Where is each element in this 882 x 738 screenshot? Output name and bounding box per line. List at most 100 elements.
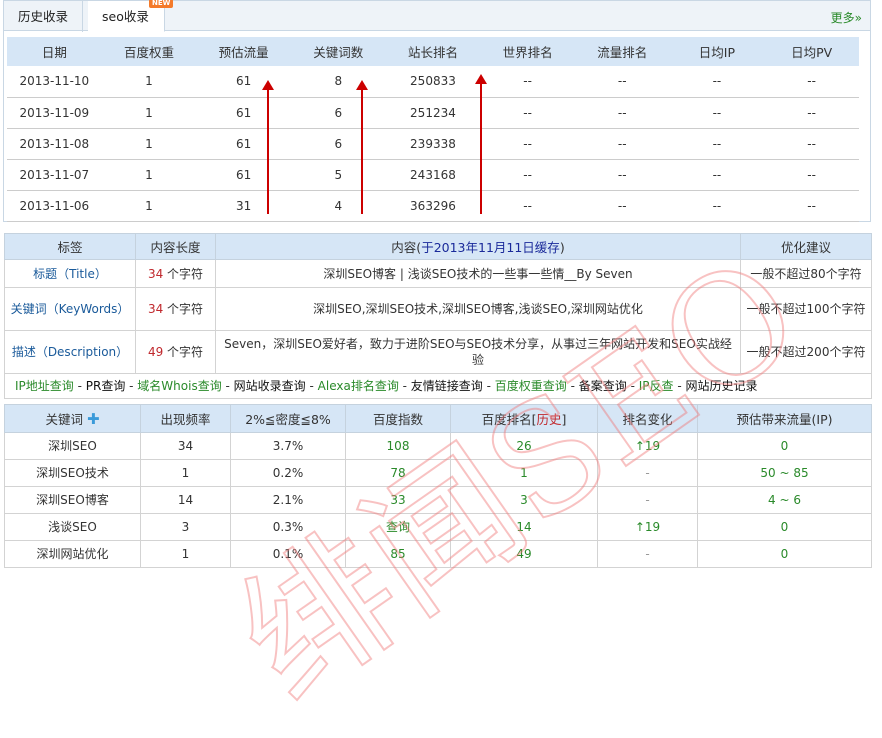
baidu-index-cell[interactable]: 查询 [345,513,451,541]
history-cell: 1 [101,190,197,222]
density-cell: 2.1% [230,486,346,514]
meta-label[interactable]: 标题（Title） [4,259,136,288]
history-cell: -- [764,97,859,129]
col-advice: 优化建议 [740,233,872,260]
tool-link[interactable]: PR查询 [85,379,126,393]
history-cell: 8 [290,66,386,98]
history-cell: 2013-11-08 [7,128,102,160]
tool-link[interactable]: 友情链接查询 [410,379,483,393]
history-cell: 61 [196,159,291,191]
meta-length: 49 个字符 [135,330,216,374]
col-content: 内容(于2013年11月11日缓存) [215,233,741,260]
paren: ) [559,240,565,255]
history-cell: -- [480,159,575,191]
history-cell: -- [574,159,670,191]
frequency-cell: 1 [140,459,231,487]
meta-content: 深圳SEO博客 | 浅谈SEO技术的一些事一些情__By Seven [215,259,741,288]
keyword-cell: 深圳网站优化 [4,540,141,568]
history-cell: 243168 [385,159,481,191]
history-cell: -- [574,190,670,222]
history-cell: 251234 [385,97,481,129]
col-label: 标签 [4,233,136,260]
history-cell: -- [574,66,670,98]
density-cell: 0.3% [230,513,346,541]
red-arrow [262,80,274,214]
history-header: 日均IP [669,37,765,66]
table-row: 2013-11-09 1 61 6 251234 -- -- -- -- [7,97,859,129]
history-cell: 1 [101,128,197,160]
tool-link[interactable]: 网站历史记录 [685,379,758,393]
rank-change-cell: ↑19 [597,432,698,460]
tool-link[interactable]: IP反查 [638,379,674,393]
history-cell: -- [669,128,765,160]
meta-length: 34 个字符 [135,259,216,288]
separator: - [626,379,639,393]
history-header: 预估流量 [196,37,291,66]
history-cell: -- [669,66,765,98]
history-link[interactable]: 历史 [536,412,562,427]
traffic-cell: 0 [697,513,872,541]
separator: - [673,379,686,393]
meta-advice: 一般不超过200个字符 [740,330,872,374]
history-cell: -- [574,97,670,129]
baidu-rank-cell[interactable]: 1 [450,459,598,487]
history-header: 关键词数 [290,37,386,66]
history-cell: 1 [101,159,197,191]
tool-link[interactable]: 百度权重查询 [494,379,567,393]
meta-table: 标签 内容长度 内容(于2013年11月11日缓存) 优化建议 标题（Title… [4,233,872,399]
history-cell: 5 [290,159,386,191]
meta-advice: 一般不超过80个字符 [740,259,872,288]
baidu-rank-cell[interactable]: 14 [450,513,598,541]
meta-label[interactable]: 关键词（KeyWords） [4,287,136,331]
history-cell: 1 [101,97,197,129]
history-cell: -- [669,97,765,129]
length-value: 49 [147,345,164,359]
rank-change-cell: - [597,459,698,487]
rank-label: 百度排名[ [481,412,537,427]
table-row: 深圳网站优化 1 0.1% 85 49-0 [4,540,872,568]
history-cell: 2013-11-10 [7,66,102,98]
table-row: 标题（Title） 34 个字符 深圳SEO博客 | 浅谈SEO技术的一些事一些情_… [4,259,872,288]
traffic-cell: 50 ~ 85 [697,459,872,487]
baidu-index-cell[interactable]: 78 [345,459,451,487]
baidu-index-cell[interactable]: 108 [345,432,451,460]
more-link[interactable]: 更多» [830,11,862,25]
traffic-cell: 4 ~ 6 [697,486,872,514]
tool-link[interactable]: 备案查询 [578,379,627,393]
history-cell: -- [764,159,859,191]
cache-date: 于2013年11月11日缓存 [421,240,560,255]
frequency-cell: 3 [140,513,231,541]
density-cell: 0.2% [230,459,346,487]
history-cell: 6 [290,128,386,160]
history-header: 站长排名 [385,37,481,66]
new-badge: NEW [149,0,174,8]
baidu-rank-cell[interactable]: 49 [450,540,598,568]
tab-history[interactable]: 历史收录 [4,1,84,32]
baidu-rank-cell[interactable]: 3 [450,486,598,514]
bracket: ] [561,412,567,427]
tool-link[interactable]: Alexa排名查询 [317,379,399,393]
table-row: 2013-11-06 1 31 4 363296 -- -- -- -- [7,190,859,222]
history-cell: -- [480,128,575,160]
history-header: 百度权重 [101,37,197,66]
history-cell: 2013-11-06 [7,190,102,222]
history-cell: -- [480,97,575,129]
meta-label[interactable]: 描述（Description） [4,330,136,374]
plus-icon[interactable]: ✚ [86,410,100,428]
baidu-rank-cell[interactable]: 26 [450,432,598,460]
tool-links: IP地址查询 - PR查询 - 域名Whois查询 - 网站收录查询 - Ale… [4,373,872,399]
col-baidu-rank: 百度排名[历史] [450,404,598,433]
history-cell: -- [574,128,670,160]
length-unit: 个字符 [167,266,204,281]
traffic-cell: 0 [697,432,872,460]
length-unit: 个字符 [167,302,204,316]
tab-bar: 历史收录 seo收录 NEW 更多» [4,0,870,32]
length-unit: 个字符 [167,345,204,359]
baidu-index-cell[interactable]: 85 [345,540,451,568]
baidu-index-cell[interactable]: 33 [345,486,451,514]
tool-link[interactable]: 域名Whois查询 [137,379,222,393]
tool-link[interactable]: IP地址查询 [15,379,74,393]
history-cell: -- [764,190,859,222]
separator: - [398,379,411,393]
tool-link[interactable]: 网站收录查询 [233,379,306,393]
